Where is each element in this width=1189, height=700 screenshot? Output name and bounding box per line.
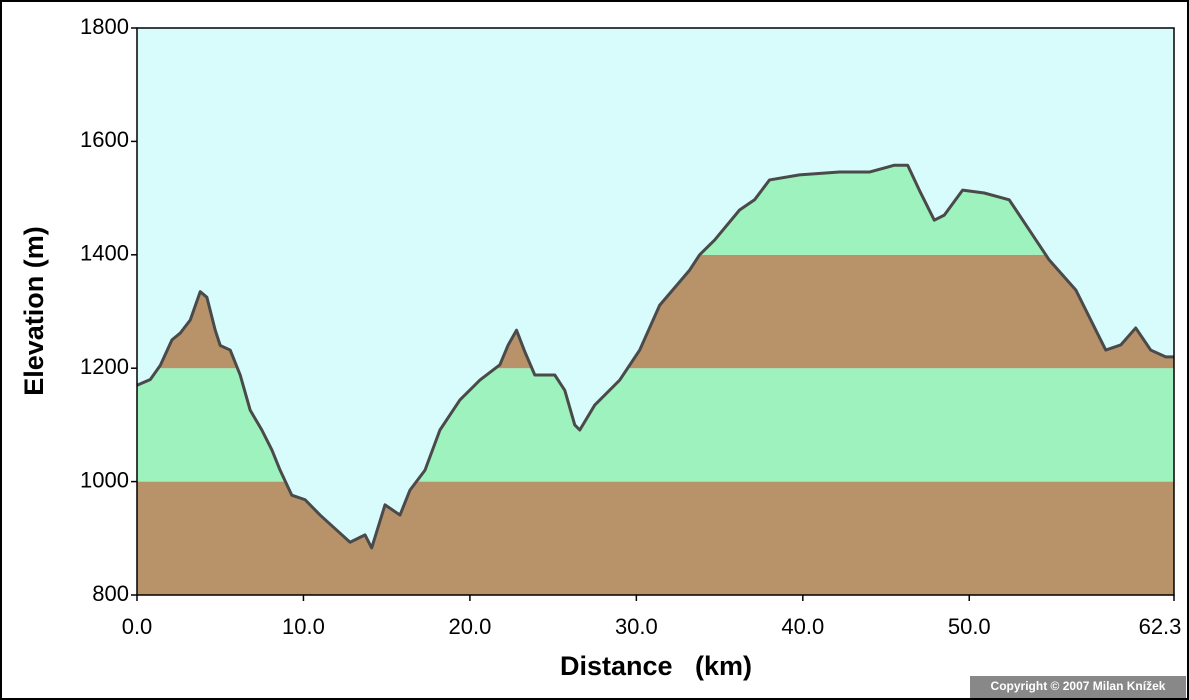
x-tick-label: 20.0 [448,614,491,639]
x-tick-label: 10.0 [282,614,325,639]
y-axis-label: Elevation (m) [19,226,49,396]
y-tick-label: 1200 [80,354,129,379]
copyright: Copyright © 2007 Milan Knížek [991,679,1166,693]
x-tick-label: 0.0 [122,614,153,639]
x-axis-label: Distance (km) [560,651,752,681]
y-tick-label: 800 [92,581,129,606]
elevation-line [136,163,1174,550]
plot-border [136,27,1175,596]
y-tick-label: 1800 [80,14,129,39]
elevation-band [137,481,1174,595]
x-tick-label: 30.0 [615,614,658,639]
y-tick-label: 1400 [80,241,129,266]
y-tick-label: 1000 [80,467,129,492]
x-tick-label: 40.0 [781,614,824,639]
y-tick-label: 1600 [80,127,129,152]
copyright-box [970,676,1186,698]
x-tick-label: 50.0 [948,614,991,639]
x-tick-label: 62.3 [1139,614,1182,639]
